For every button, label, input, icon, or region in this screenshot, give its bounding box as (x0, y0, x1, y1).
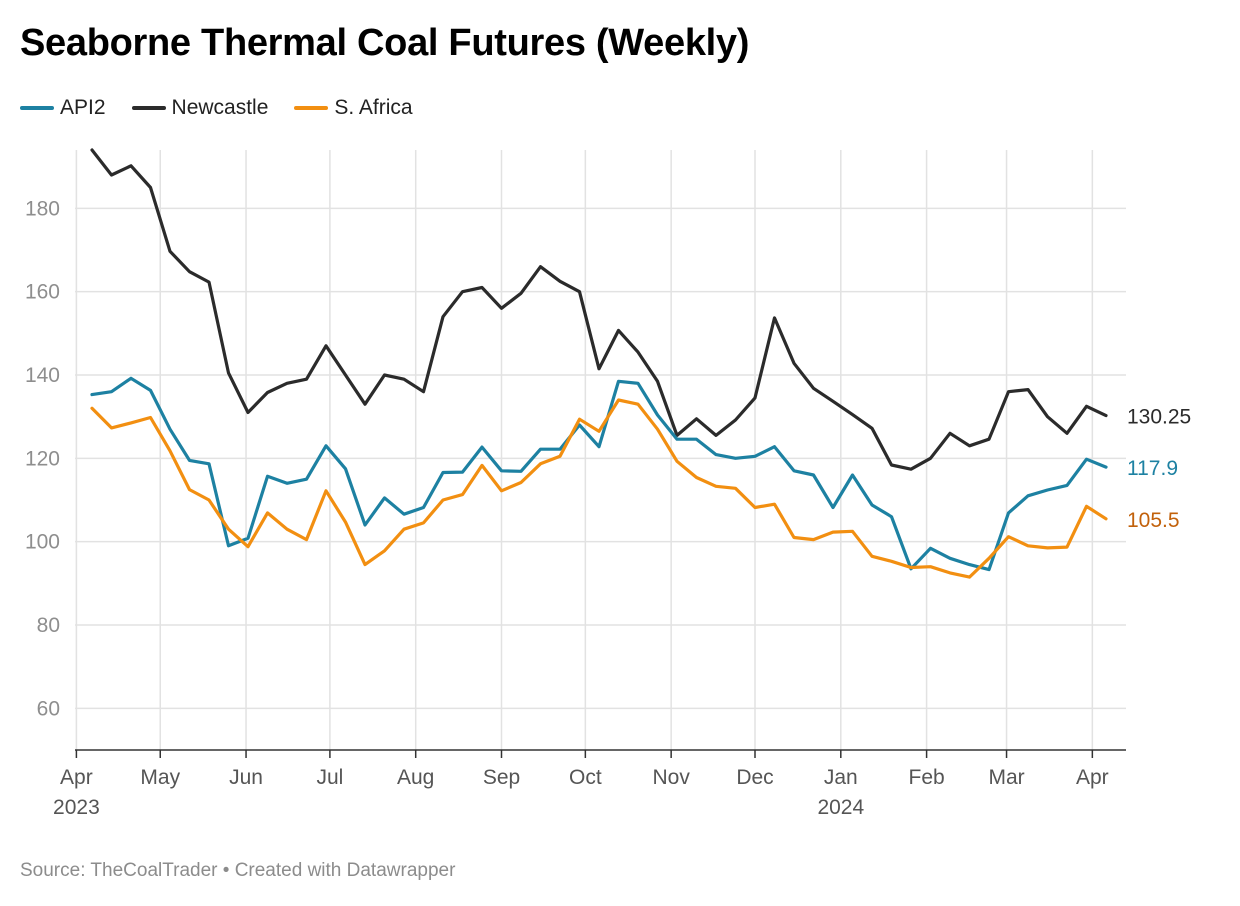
y-tick-label-160: 160 (25, 281, 60, 304)
x-tick-label-oct-6: Oct (569, 766, 602, 789)
x-tick-label-jun-2: Jun (229, 766, 263, 789)
grid-layer: 60 80 100 120 140 160 180 Apr 2023 May Jun Jul Aug Se… (25, 150, 1126, 819)
y-tick-label-120: 120 (25, 447, 60, 470)
end-label-s-africa: 105.5 (1127, 509, 1180, 532)
legend-swatch-newcastle (131, 106, 166, 110)
x-tick-label-dec-8: Dec (736, 766, 773, 789)
y-tick-label-180: 180 (25, 197, 60, 220)
line-chart: 60 80 100 120 140 160 180 Apr 2023 May Jun Jul Aug Se… (25, 148, 1191, 819)
legend-swatch-s-africa (294, 106, 329, 110)
legend: API2 Newcastle S. Africa (20, 96, 413, 120)
y-tick-label-80: 80 (37, 614, 60, 637)
series-line-s-africa (90, 398, 1108, 579)
series-layer (90, 148, 1108, 579)
label-layer: 130.25 117.9 105.5 (1127, 406, 1191, 532)
x-tick-label-sep-5: Sep (483, 766, 520, 789)
x-tick-label-mar-11: Mar (988, 766, 1024, 789)
x-tick-label-aug-4: Aug (397, 766, 434, 789)
x-tick-label-apr-12: Apr (1076, 766, 1109, 789)
source-note: Source: TheCoalTrader • Created with Dat… (20, 860, 456, 881)
chart-title: Seaborne Thermal Coal Futures (Weekly) (20, 22, 750, 64)
legend-label-newcastle: Newcastle (171, 96, 269, 119)
legend-label-api2: API2 (60, 96, 106, 119)
end-label-api2: 117.9 (1127, 457, 1178, 480)
y-tick-label-100: 100 (25, 531, 60, 554)
x-tick-label-jan-9: Jan (824, 766, 858, 789)
x-tick-label-nov-7: Nov (652, 766, 690, 789)
x-tick-year-2023: 2023 (53, 796, 100, 819)
x-tick-label-may-1: May (140, 766, 180, 789)
legend-item-api2: API2 (20, 96, 106, 120)
series-line-api2 (90, 376, 1108, 572)
legend-label-s-africa: S. Africa (334, 96, 413, 119)
legend-item-newcastle: Newcastle (131, 96, 269, 120)
x-tick-label-jul-3: Jul (316, 766, 343, 789)
y-tick-label-60: 60 (37, 697, 60, 720)
x-tick-year-2024: 2024 (817, 796, 864, 819)
series-line-newcastle (90, 148, 1108, 471)
x-tick-label-feb-10: Feb (909, 766, 945, 789)
x-tick-label-apr-0: Apr (60, 766, 93, 789)
y-tick-label-140: 140 (25, 364, 60, 387)
legend-item-s-africa: S. Africa (294, 96, 413, 120)
legend-swatch-api2 (20, 106, 54, 110)
end-label-newcastle: 130.25 (1127, 406, 1191, 429)
